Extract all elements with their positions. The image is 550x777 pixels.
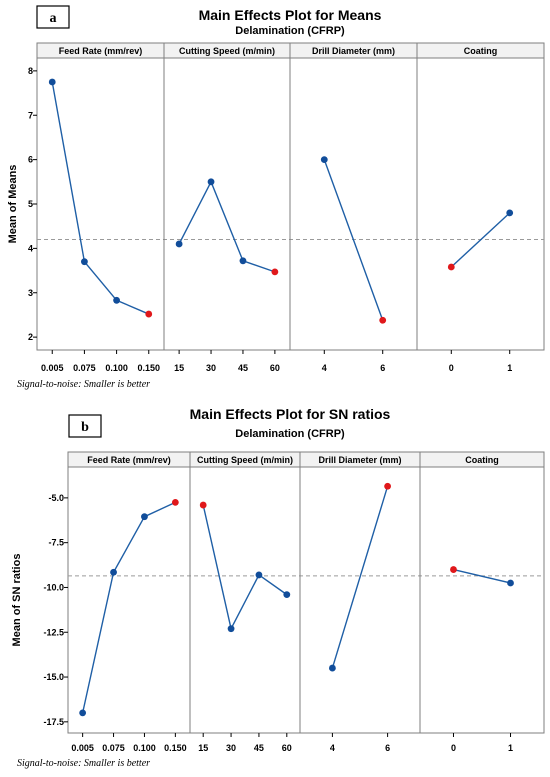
x-tick-label: 0.005 [71,743,94,753]
data-point [227,625,235,633]
x-tick-label: 0.075 [102,743,125,753]
data-point [199,501,207,509]
data-point [81,258,88,266]
y-tick-label: 8 [28,66,33,76]
y-axis-title: Mean of Means [7,165,19,244]
x-tick-label: 1 [507,363,512,373]
x-tick-label: 60 [282,743,292,753]
data-point [379,316,387,324]
data-point [207,178,215,186]
data-point [507,579,514,587]
x-tick-label: 0.075 [73,363,96,373]
sn-note: Signal-to-noise: Smaller is better [17,758,150,769]
y-tick-label: 2 [28,332,33,342]
y-tick-label: 3 [28,288,33,298]
data-point [283,591,291,599]
y-tick-label: -17.5 [43,717,64,727]
y-tick-label: 5 [28,199,33,209]
data-point [506,209,514,217]
series-line [331,486,389,669]
factor-name: Cutting Speed (m/min) [197,455,293,465]
data-point [48,78,56,86]
y-tick-label: -5.0 [48,493,64,503]
data-point [239,257,247,265]
panel-letter-box [36,5,70,29]
y-tick-label: 6 [28,155,33,165]
series-line [178,180,276,273]
factor-name: Coating [464,46,498,56]
x-tick-label: 45 [238,363,248,373]
factor-name: Feed Rate (mm/rev) [59,46,143,56]
chart-subtitle: Delamination (CFRP) [235,25,345,37]
x-tick-label: 0.005 [41,363,64,373]
data-point [145,310,153,318]
x-tick-label: 45 [254,743,264,753]
data-point [447,263,455,271]
x-tick-label: 60 [270,363,280,373]
data-point [450,566,457,573]
factor-name: Coating [465,455,499,465]
data-point [271,268,279,276]
x-tick-label: 0.100 [105,363,128,373]
x-tick-label: 6 [385,743,390,753]
y-axis-title: Mean of SN ratios [11,554,23,647]
x-tick-label: 15 [198,743,208,753]
x-tick-label: 4 [322,363,327,373]
data-point [255,571,263,579]
series-line [450,212,511,268]
chart-title: Main Effects Plot for Means [199,7,382,23]
series-line [323,159,384,321]
data-point [113,296,120,304]
series-line [51,81,150,315]
chart-b: b Main Effects Plot for SN ratios Delamina… [11,406,545,769]
factor-name: Cutting Speed (m/min) [179,46,275,56]
y-tick-label: -12.5 [43,627,64,637]
series-line [453,568,511,584]
plot-frame [67,451,545,734]
panel-letter-box [68,414,102,438]
data-point [175,240,183,248]
chart-a: a Main Effects Plot for Means Delamination… [7,5,545,390]
panel-letter: a [50,11,57,26]
x-tick-label: 0.100 [133,743,156,753]
data-point [329,664,336,672]
data-point [141,513,148,521]
x-tick-label: 6 [380,363,385,373]
x-tick-label: 4 [330,743,335,753]
factor-name: Drill Diameter (mm) [312,46,395,56]
y-tick-label: -7.5 [48,538,64,548]
data-point [110,568,117,576]
y-tick-label: 7 [28,110,33,120]
panel-letter: b [81,420,89,435]
data-point [79,709,87,717]
y-tick-label: 4 [28,243,33,253]
x-tick-label: 1 [508,743,513,753]
y-tick-label: -10.0 [43,582,64,592]
chart-title: Main Effects Plot for SN ratios [190,406,391,422]
factor-name: Drill Diameter (mm) [318,455,401,465]
y-tick-label: -15.0 [43,672,64,682]
sn-note: Signal-to-noise: Smaller is better [17,379,150,390]
data-point [171,498,179,506]
x-tick-label: 30 [226,743,236,753]
x-tick-label: 0.150 [164,743,187,753]
data-point [320,156,328,164]
x-tick-label: 30 [206,363,216,373]
series-line [81,501,176,714]
series-line [202,504,288,631]
x-tick-label: 0.150 [137,363,160,373]
factor-name: Feed Rate (mm/rev) [87,455,171,465]
x-tick-label: 0 [451,743,456,753]
chart-subtitle: Delamination (CFRP) [235,428,345,440]
x-tick-label: 15 [174,363,184,373]
x-tick-label: 0 [449,363,454,373]
data-point [384,482,391,490]
